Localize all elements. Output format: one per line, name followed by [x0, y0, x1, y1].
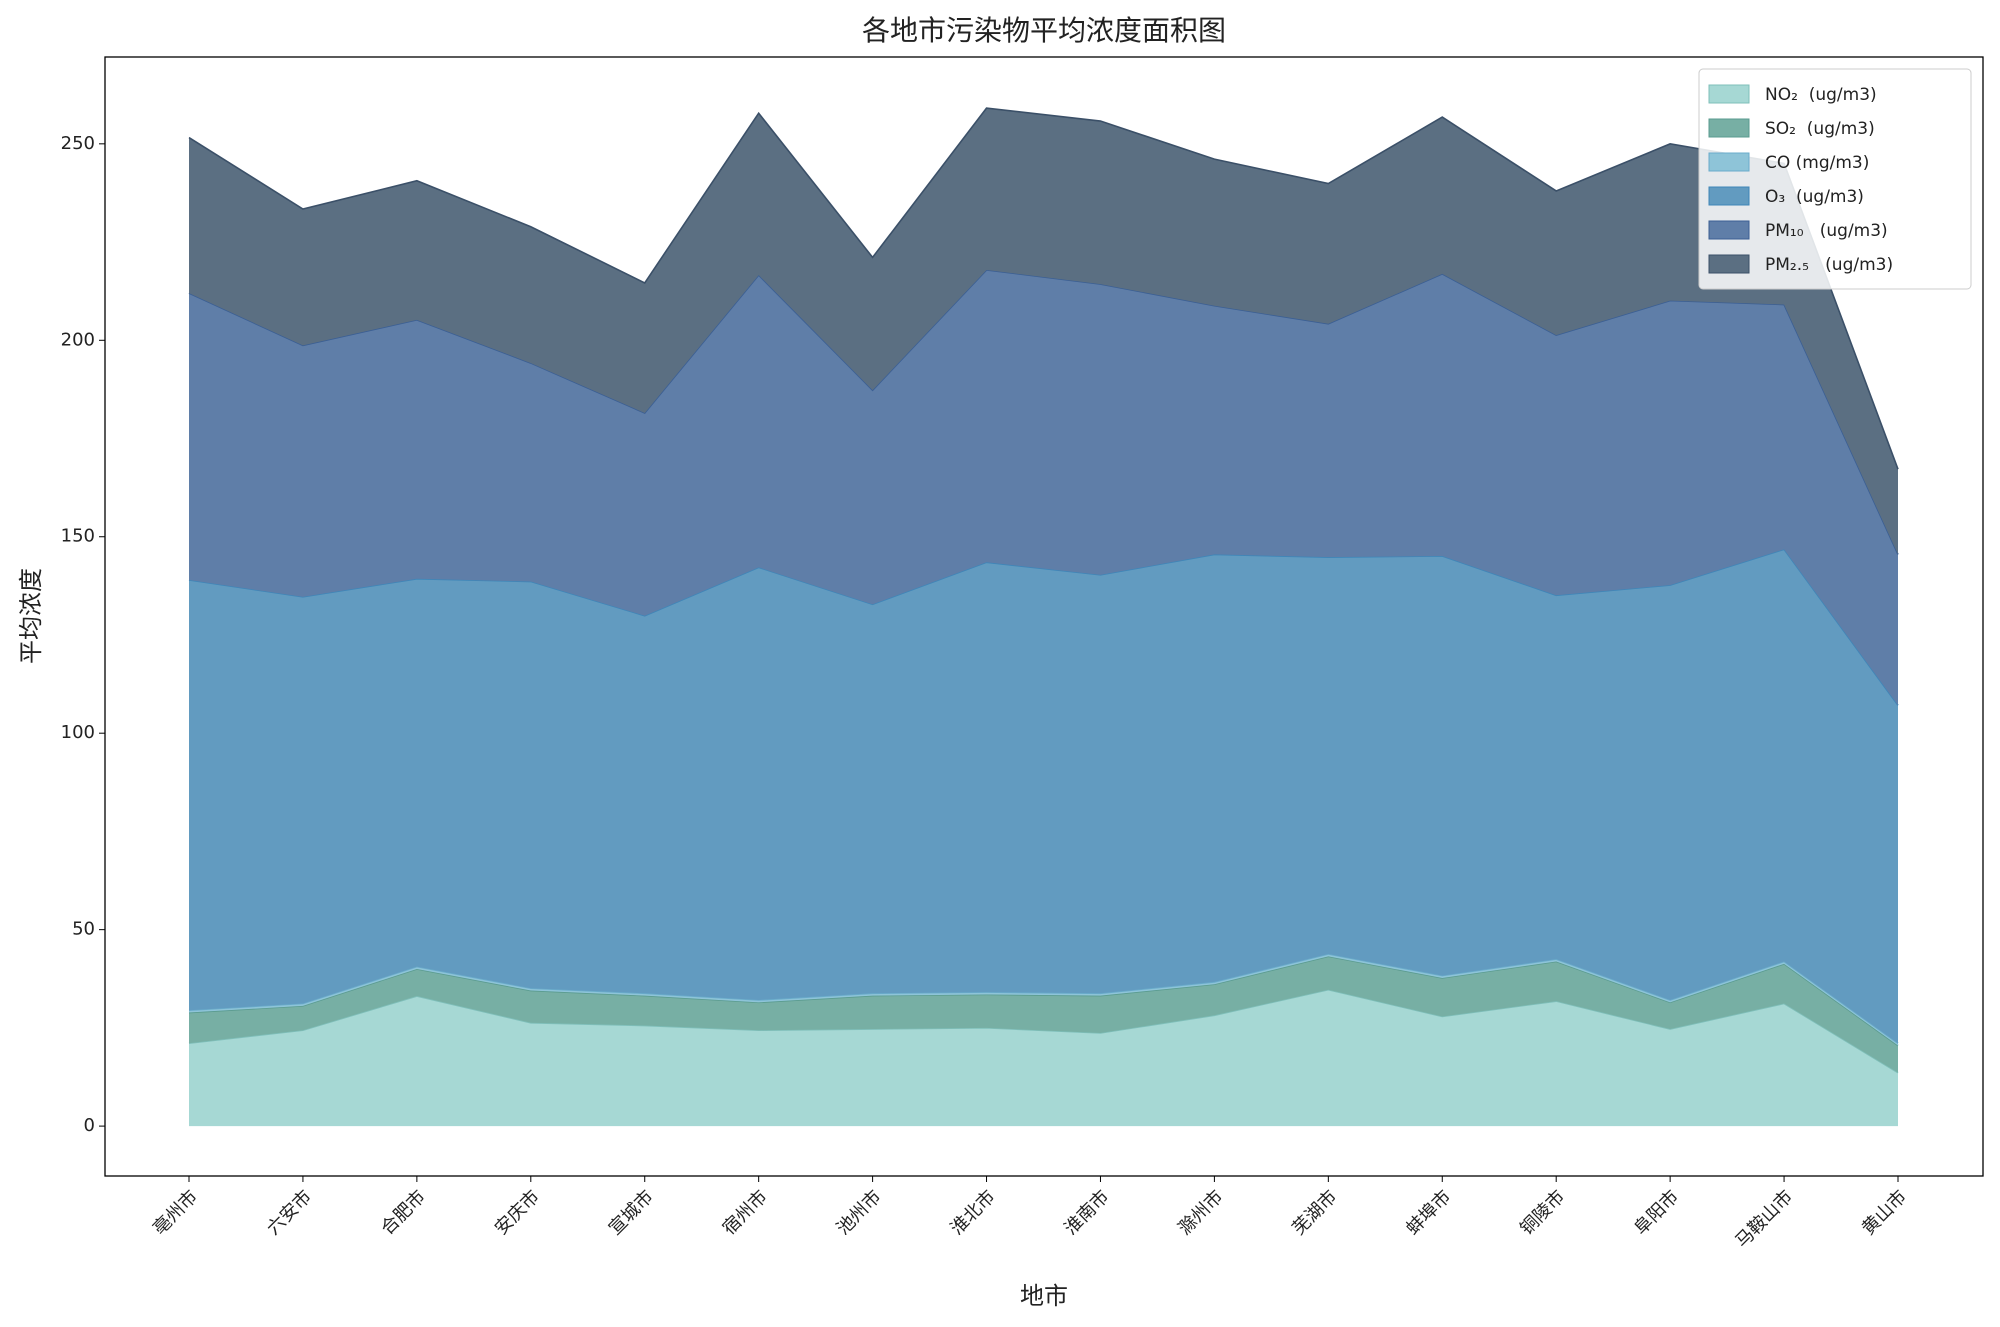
x-tick-label: 马鞍山市 — [1731, 1186, 1797, 1252]
x-tick-label: 铜陵市 — [1516, 1186, 1569, 1239]
x-tick-label: 蚌埠市 — [1402, 1186, 1455, 1239]
x-tick-label: 合肥市 — [377, 1186, 430, 1239]
chart-title: 各地市污染物平均浓度面积图 — [862, 14, 1226, 47]
legend-swatch — [1708, 152, 1750, 172]
legend-swatch — [1708, 84, 1750, 104]
legend: NO₂ (ug/m3) SO₂ (ug/m3) CO (mg/m3) O₃ (ug/m… — [1698, 68, 1972, 290]
y-tick-label: 50 — [72, 919, 95, 940]
legend-label: PM₂.₅ (ug/m3) — [1765, 255, 1893, 275]
x-tick-label: 宣城市 — [605, 1186, 658, 1239]
x-tick-label: 宿州市 — [719, 1186, 772, 1239]
legend-label: NO₂ (ug/m3) — [1765, 85, 1877, 105]
x-tick-label: 黄山市 — [1858, 1186, 1911, 1239]
area — [189, 549, 1898, 1044]
area — [189, 989, 1898, 1127]
area-edge — [188, 107, 1899, 470]
x-tick-label: 池州市 — [833, 1186, 886, 1239]
x-tick-label: 安庆市 — [491, 1186, 544, 1239]
x-tick-label: 阜阳市 — [1630, 1186, 1683, 1239]
x-tick-label: 芜湖市 — [1288, 1186, 1341, 1239]
x-tick-label: 亳州市 — [149, 1186, 202, 1239]
y-axis-label: 平均浓度 — [17, 568, 45, 664]
y-tick-label: 250 — [61, 133, 95, 154]
plot-frame — [104, 56, 1984, 1177]
y-tick-label: 150 — [61, 526, 95, 547]
legend-label: SO₂ (ug/m3) — [1765, 119, 1875, 139]
legend-swatch — [1708, 118, 1750, 138]
y-tick-label: 200 — [61, 329, 95, 350]
legend-swatch — [1708, 220, 1750, 240]
x-tick-label: 淮北市 — [947, 1186, 1000, 1239]
legend-label: CO (mg/m3) — [1765, 153, 1869, 173]
y-tick-label: 100 — [61, 722, 95, 743]
x-tick-label: 六安市 — [263, 1186, 316, 1239]
legend-swatch — [1708, 254, 1750, 274]
x-axis-label: 地市 — [1020, 1282, 1068, 1310]
area — [189, 108, 1898, 555]
legend-label: O₃ (ug/m3) — [1765, 187, 1864, 207]
legend-swatch — [1708, 186, 1750, 206]
area — [189, 956, 1898, 1073]
area — [189, 269, 1898, 706]
legend-label: PM₁₀ (ug/m3) — [1765, 221, 1888, 241]
x-tick-label: 滁州市 — [1174, 1186, 1227, 1239]
y-tick-label: 0 — [84, 1115, 95, 1136]
x-tick-label: 淮南市 — [1061, 1186, 1114, 1239]
legend-box — [1698, 68, 1972, 290]
